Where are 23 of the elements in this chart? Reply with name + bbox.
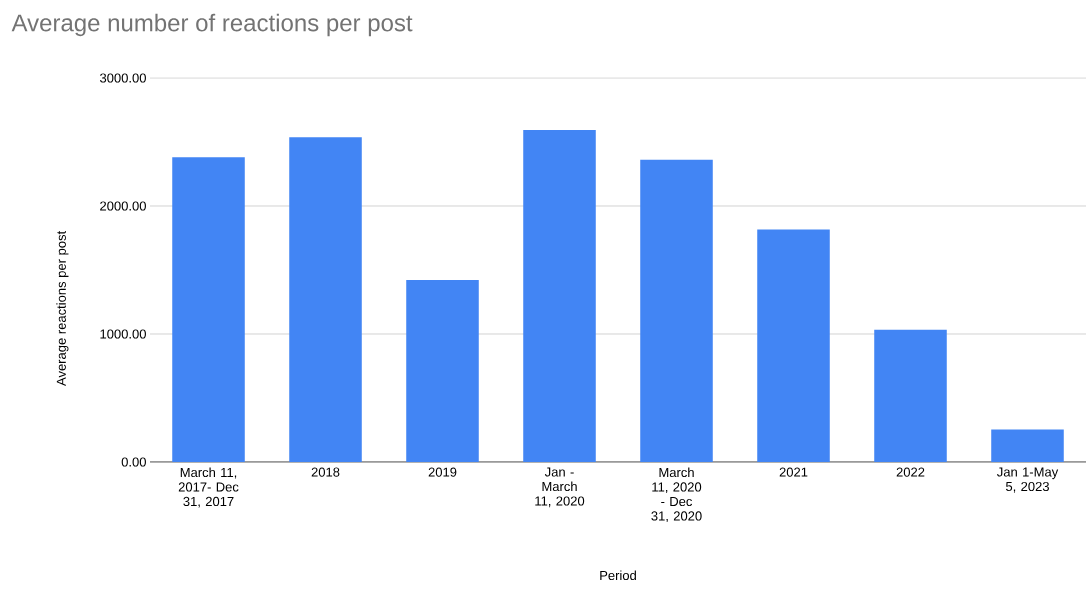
x-tick-label: Jan - March 11, 2020 <box>535 467 585 508</box>
y-tick-label: 3000.00 <box>99 73 146 83</box>
x-tick-label: Jan 1-May 5, 2023 <box>997 467 1059 493</box>
x-tick-label: March 11, 2017- Dec 31, 2017 <box>178 467 239 508</box>
y-axis-title: Average reactions per post <box>56 230 69 386</box>
x-tick-label: 2018 <box>311 467 340 477</box>
x-tick-label: March 11, 2020 - Dec 31, 2020 <box>651 467 702 523</box>
bar <box>640 159 713 462</box>
x-axis-title: Period <box>600 570 636 581</box>
y-tick-label: 1000.00 <box>100 329 146 339</box>
bar <box>172 157 245 462</box>
bar <box>874 329 947 462</box>
y-tick-label: 2000.00 <box>100 201 146 211</box>
x-tick-label: 2019 <box>428 467 457 477</box>
bar <box>289 137 362 462</box>
y-tick-label: 0.00 <box>121 457 146 467</box>
bar <box>991 429 1064 462</box>
bar <box>523 129 596 462</box>
chart-title: Average number of reactions per post <box>11 13 413 37</box>
bar <box>406 280 479 462</box>
x-tick-label: 2021 <box>779 467 808 477</box>
x-tick-label: 2022 <box>896 467 925 477</box>
bar <box>757 229 830 462</box>
